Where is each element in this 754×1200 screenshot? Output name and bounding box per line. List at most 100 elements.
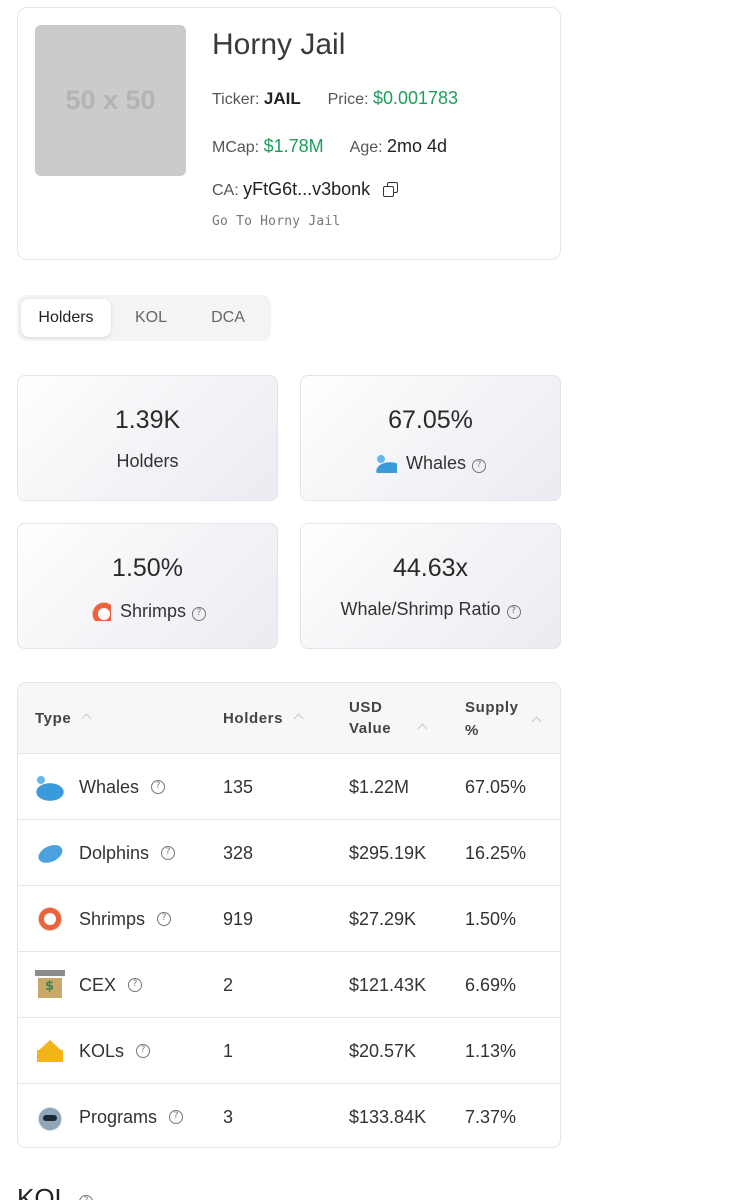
ticker-label: Ticker: bbox=[212, 91, 260, 108]
token-name: Horny Jail bbox=[212, 28, 346, 61]
stat-caption: Shrimps? bbox=[18, 599, 277, 622]
usd-value-cell: $121.43K bbox=[349, 974, 427, 995]
usd-value-cell: $133.84K bbox=[349, 1106, 427, 1127]
column-header-label: Type bbox=[35, 710, 72, 727]
type-cell: Whales ? bbox=[35, 754, 166, 820]
column-header-label: Holders bbox=[223, 710, 284, 727]
holders-cell: 3 bbox=[223, 1106, 234, 1127]
type-label: CEX bbox=[79, 974, 117, 995]
mcap-label: MCap: bbox=[212, 139, 260, 156]
crown-icon bbox=[35, 1036, 65, 1066]
column-header-label: Value bbox=[349, 720, 392, 737]
price-value: $0.001783 bbox=[372, 88, 459, 108]
help-icon[interactable]: ? bbox=[161, 846, 176, 860]
column-header-label: % bbox=[465, 722, 479, 739]
whale-icon bbox=[374, 451, 397, 473]
help-icon[interactable]: ? bbox=[192, 607, 206, 621]
robot-icon bbox=[35, 1102, 65, 1132]
mcap-age-row: MCap: $1.78M Age: 2mo 4d bbox=[212, 136, 447, 157]
table-row: Programs ? 3 $133.84K 7.37% bbox=[18, 1084, 560, 1147]
usd-value-cell: $295.19K bbox=[349, 842, 427, 863]
help-icon[interactable]: ? bbox=[136, 1044, 151, 1058]
table-row: CEX ? 2 $121.43K 6.69% bbox=[18, 952, 560, 1018]
help-icon[interactable]: ? bbox=[169, 1110, 184, 1124]
placeholder-text: 50 x 50 bbox=[65, 85, 156, 115]
help-icon[interactable]: ? bbox=[506, 605, 521, 619]
table-row: Whales ? 135 $1.22M 67.05% bbox=[18, 754, 560, 820]
type-cell: CEX ? bbox=[35, 952, 143, 1018]
type-cell: Dolphins ? bbox=[30, 820, 176, 886]
ticker-price-row: Ticker: JAIL Price: $0.001783 bbox=[212, 88, 458, 109]
type-label: Whales bbox=[79, 776, 140, 797]
stat-card-whales: 67.05% Whales? bbox=[300, 375, 561, 501]
token-info-card: 50 x 50 Horny Jail Ticker: JAIL Price: $… bbox=[17, 7, 561, 260]
column-header-label: Supply bbox=[465, 699, 519, 716]
holder-breakdown-table: Type Holders USD Value Supply % Whales ?… bbox=[17, 682, 561, 1148]
token-image-placeholder: 50 x 50 bbox=[35, 25, 186, 176]
stat-value: 67.05% bbox=[388, 406, 473, 434]
supply-cell: 16.25% bbox=[465, 842, 527, 863]
tab-kol[interactable]: KOL bbox=[134, 309, 167, 326]
type-label: Dolphins bbox=[79, 842, 150, 863]
section-title: KOL bbox=[17, 1183, 70, 1200]
ticker-value: JAIL bbox=[263, 89, 301, 108]
holders-cell: 1 bbox=[223, 1040, 234, 1061]
type-cell: Programs ? bbox=[35, 1084, 184, 1147]
sort-up-icon bbox=[293, 713, 304, 724]
supply-cell: 1.13% bbox=[465, 1040, 517, 1061]
column-header-type[interactable]: Type bbox=[35, 708, 92, 729]
supply-cell: 7.37% bbox=[465, 1106, 517, 1127]
type-cell: Shrimps ? bbox=[35, 886, 172, 952]
table-row: Dolphins ? 328 $295.19K 16.25% bbox=[18, 820, 560, 886]
column-header-supply[interactable]: Supply % bbox=[465, 697, 542, 741]
tab-dca[interactable]: DCA bbox=[211, 309, 245, 326]
column-header-label: USD bbox=[349, 699, 383, 716]
whale-icon bbox=[35, 772, 65, 802]
stat-caption: Whale/Shrimp Ratio? bbox=[301, 599, 560, 620]
tab-holders[interactable]: Holders bbox=[21, 299, 111, 337]
help-icon[interactable]: ? bbox=[472, 459, 487, 473]
ca-value: yFtG6t...v3bonk bbox=[243, 179, 371, 199]
stat-value: 44.63x bbox=[392, 554, 469, 582]
column-header-holders[interactable]: Holders bbox=[223, 708, 304, 729]
goto-token-link[interactable]: Go To Horny Jail bbox=[212, 214, 341, 229]
contract-address-row: CA: yFtG6t...v3bonk bbox=[212, 179, 398, 200]
age-value: 2mo 4d bbox=[387, 136, 448, 156]
stat-label: Whales bbox=[405, 453, 467, 473]
help-icon[interactable]: ? bbox=[151, 780, 166, 794]
stat-card-holders: 1.39K Holders bbox=[17, 375, 278, 501]
help-icon[interactable]: ? bbox=[79, 1195, 94, 1200]
table-row: Shrimps ? 919 $27.29K 1.50% bbox=[18, 886, 560, 952]
shrimp-icon bbox=[35, 904, 65, 934]
stat-label: Holders bbox=[116, 451, 179, 471]
stat-label: Whale/Shrimp Ratio bbox=[340, 599, 501, 619]
column-header-usd-value[interactable]: USD Value bbox=[349, 697, 428, 739]
stat-card-shrimps: 1.50% Shrimps? bbox=[17, 523, 278, 649]
price-label: Price: bbox=[327, 91, 369, 108]
age-label: Age: bbox=[349, 139, 383, 156]
table-row: KOLs ? 1 $20.57K 1.13% bbox=[18, 1018, 560, 1084]
holders-cell: 2 bbox=[223, 974, 234, 995]
view-tabs: Holders KOL DCA bbox=[17, 295, 271, 341]
supply-cell: 1.50% bbox=[465, 908, 517, 929]
mcap-value: $1.78M bbox=[263, 136, 324, 156]
type-label: KOLs bbox=[79, 1040, 125, 1061]
supply-cell: 67.05% bbox=[465, 776, 527, 797]
shrimp-icon bbox=[88, 599, 111, 621]
stat-caption: Whales? bbox=[301, 451, 560, 474]
ca-label: CA: bbox=[212, 182, 239, 199]
type-label: Programs bbox=[79, 1106, 158, 1127]
stat-value: 1.50% bbox=[112, 554, 183, 582]
dolphin-icon bbox=[30, 833, 70, 873]
sort-up-icon bbox=[81, 713, 92, 724]
sort-up-icon bbox=[531, 716, 542, 727]
holders-cell: 328 bbox=[223, 842, 254, 863]
holders-cell: 919 bbox=[223, 908, 254, 929]
holders-cell: 135 bbox=[223, 776, 254, 797]
copy-icon[interactable] bbox=[382, 182, 398, 197]
help-icon[interactable]: ? bbox=[128, 978, 143, 992]
help-icon[interactable]: ? bbox=[157, 912, 172, 926]
type-label: Shrimps bbox=[79, 908, 146, 929]
type-cell: KOLs ? bbox=[35, 1018, 151, 1084]
stat-card-ratio: 44.63x Whale/Shrimp Ratio? bbox=[300, 523, 561, 649]
